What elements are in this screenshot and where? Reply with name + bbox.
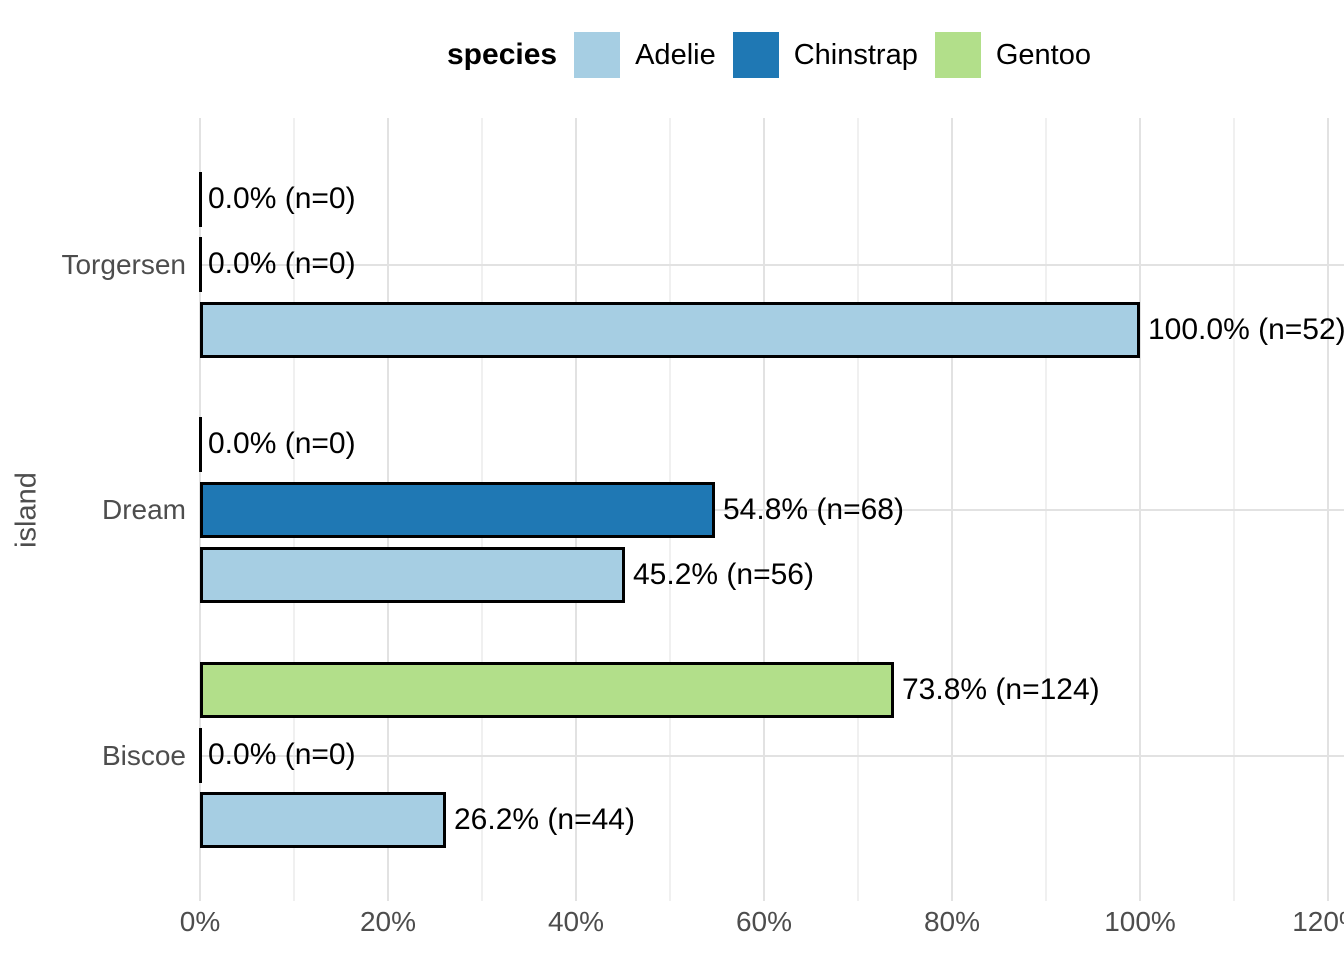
bar-label: 54.8% (n=68) [723,493,904,526]
legend-label-adelie: Adelie [635,38,716,71]
legend: species Adelie Chinstrap Gentoo [447,32,1091,78]
bar-label: 73.8% (n=124) [902,673,1100,706]
y-tick-torgersen: Torgersen [61,249,186,280]
gridline-h-biscoe [200,755,1344,757]
bar-torgersen-adelie [200,302,1140,358]
bar-torgersen-chinstrap [199,237,202,292]
x-tick-0: 0% [179,906,221,937]
bar-biscoe-chinstrap [199,728,202,783]
bar-label: 0.0% (n=0) [208,737,356,771]
bar-biscoe-adelie [200,792,446,848]
bar-label: 45.2% (n=56) [633,558,814,591]
x-tick-80: 80% [923,906,981,937]
x-tick-60: 60% [735,906,793,937]
x-tick-100: 100% [1104,906,1176,937]
y-tick-dream: Dream [101,494,186,525]
x-tick-120: 120% [1292,906,1344,937]
bar-label: 26.2% (n=44) [454,803,635,836]
x-tick-40: 40% [547,906,605,937]
legend-swatch-adelie [574,32,621,78]
legend-label-gentoo: Gentoo [995,38,1091,71]
legend-title: species [447,38,558,71]
legend-swatch-gentoo [934,32,981,78]
x-tick-20: 20% [359,906,417,937]
bar-torgersen-gentoo [199,172,202,227]
bar-label: 0.0% (n=0) [208,181,356,215]
y-tick-biscoe: Biscoe [101,740,186,771]
gridline-h-dream [200,509,1344,511]
bar-dream-adelie [200,547,625,603]
bar-biscoe-gentoo [200,662,894,718]
bar-label: 0.0% (n=0) [208,246,356,280]
legend-swatch-chinstrap [732,32,779,78]
bar-label: 100.0% (n=52) [1148,313,1344,346]
bar-dream-gentoo [199,417,202,472]
bar-label: 0.0% (n=0) [208,426,356,460]
bar-dream-chinstrap [200,482,715,538]
gridline-h-torgersen [200,264,1344,266]
legend-label-chinstrap: Chinstrap [793,38,918,71]
